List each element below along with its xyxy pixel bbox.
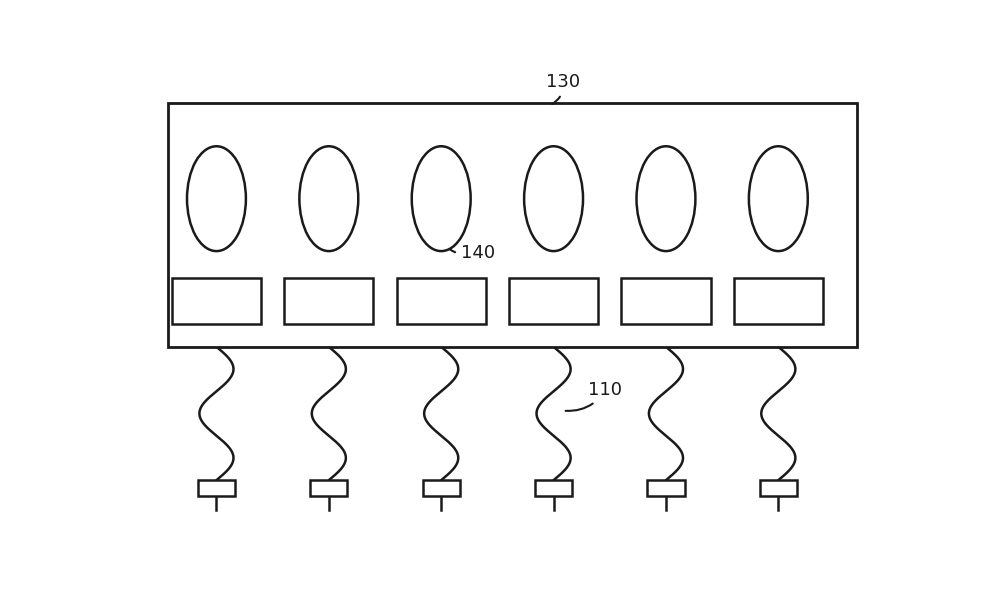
- FancyBboxPatch shape: [760, 480, 797, 496]
- Ellipse shape: [524, 146, 583, 251]
- FancyBboxPatch shape: [284, 278, 373, 324]
- Ellipse shape: [412, 146, 471, 251]
- FancyBboxPatch shape: [647, 480, 685, 496]
- Ellipse shape: [749, 146, 808, 251]
- Ellipse shape: [636, 146, 695, 251]
- FancyBboxPatch shape: [734, 278, 823, 324]
- FancyBboxPatch shape: [397, 278, 486, 324]
- Ellipse shape: [299, 146, 358, 251]
- FancyBboxPatch shape: [172, 278, 261, 324]
- FancyBboxPatch shape: [423, 480, 460, 496]
- FancyBboxPatch shape: [621, 278, 711, 324]
- FancyBboxPatch shape: [168, 103, 857, 347]
- FancyBboxPatch shape: [198, 480, 235, 496]
- FancyBboxPatch shape: [535, 480, 572, 496]
- Text: 110: 110: [566, 381, 622, 411]
- FancyBboxPatch shape: [509, 278, 598, 324]
- Text: 130: 130: [546, 73, 580, 104]
- Text: 140: 140: [443, 244, 495, 262]
- FancyBboxPatch shape: [310, 480, 347, 496]
- Ellipse shape: [187, 146, 246, 251]
